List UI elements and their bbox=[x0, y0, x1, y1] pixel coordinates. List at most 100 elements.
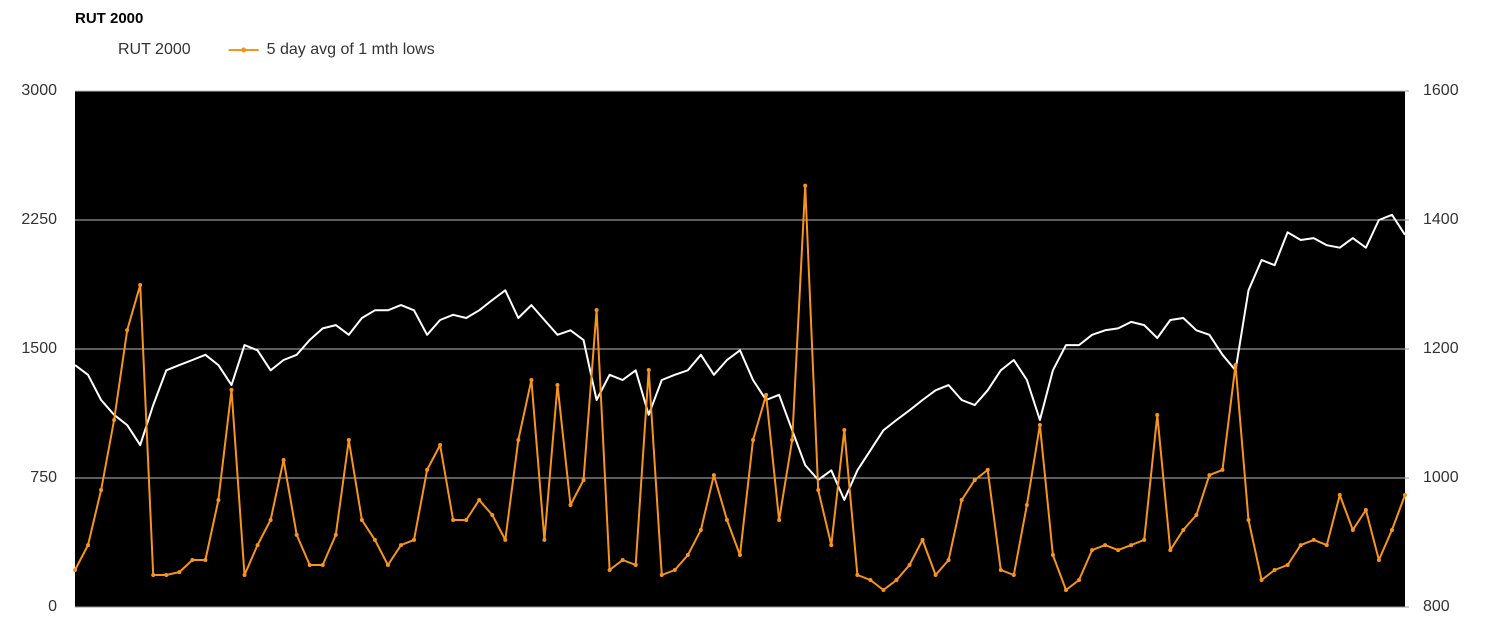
point bbox=[177, 570, 182, 575]
point bbox=[385, 563, 390, 568]
point bbox=[164, 573, 169, 578]
point bbox=[724, 517, 729, 522]
point bbox=[229, 387, 234, 392]
point bbox=[568, 503, 573, 508]
point bbox=[1298, 543, 1303, 548]
point bbox=[698, 527, 703, 532]
point bbox=[529, 377, 534, 382]
point bbox=[398, 543, 403, 548]
y-tick-label: 3000 bbox=[21, 82, 57, 99]
series-line bbox=[74, 213, 1406, 501]
point bbox=[946, 558, 951, 563]
point bbox=[1077, 577, 1082, 582]
point bbox=[738, 553, 742, 558]
point bbox=[1024, 503, 1029, 508]
point bbox=[1116, 548, 1121, 553]
point bbox=[1142, 537, 1147, 542]
point bbox=[1168, 548, 1173, 553]
point bbox=[1011, 573, 1016, 578]
y-tick-label: 0 bbox=[48, 598, 57, 615]
point bbox=[112, 418, 117, 423]
point bbox=[490, 512, 495, 517]
point bbox=[711, 473, 716, 478]
point bbox=[425, 467, 430, 472]
y-tick-label: 750 bbox=[30, 469, 57, 486]
point bbox=[1090, 548, 1095, 553]
point bbox=[1363, 507, 1368, 512]
chart-title: RUT 2000 bbox=[75, 10, 143, 27]
point bbox=[451, 517, 456, 522]
point bbox=[1155, 413, 1160, 418]
point bbox=[372, 537, 377, 542]
point bbox=[216, 498, 221, 503]
point bbox=[1207, 473, 1212, 478]
legend-marker bbox=[241, 47, 247, 53]
point bbox=[1246, 517, 1251, 522]
point bbox=[516, 437, 521, 442]
point bbox=[920, 537, 925, 542]
point bbox=[933, 573, 938, 578]
point bbox=[542, 537, 547, 542]
point bbox=[320, 563, 325, 568]
point bbox=[881, 587, 886, 592]
point bbox=[1063, 587, 1068, 592]
point bbox=[1272, 568, 1277, 573]
point bbox=[281, 457, 286, 462]
point bbox=[333, 532, 338, 537]
point bbox=[998, 568, 1003, 573]
point bbox=[268, 517, 273, 522]
point bbox=[972, 478, 977, 483]
point bbox=[1129, 543, 1134, 548]
point bbox=[829, 543, 834, 548]
point bbox=[607, 568, 612, 573]
point bbox=[203, 558, 208, 563]
point bbox=[255, 543, 260, 548]
point bbox=[1389, 527, 1394, 532]
point bbox=[190, 558, 195, 563]
point bbox=[346, 437, 351, 442]
point bbox=[620, 558, 625, 563]
point bbox=[1376, 558, 1381, 563]
y-tick-label: 1500 bbox=[21, 340, 57, 357]
point bbox=[1285, 563, 1290, 568]
point bbox=[1037, 423, 1042, 428]
point bbox=[659, 573, 664, 578]
point bbox=[1311, 537, 1316, 542]
point bbox=[412, 537, 417, 542]
point bbox=[1194, 512, 1199, 517]
point bbox=[464, 517, 469, 522]
point bbox=[307, 563, 312, 568]
point bbox=[1259, 577, 1264, 582]
point bbox=[581, 478, 586, 483]
point bbox=[242, 573, 247, 578]
y2-tick-label: 1000 bbox=[1423, 469, 1459, 486]
y2-tick-label: 1600 bbox=[1423, 82, 1459, 99]
point bbox=[359, 517, 364, 522]
point bbox=[1220, 467, 1225, 472]
point bbox=[751, 437, 756, 442]
point bbox=[138, 283, 143, 288]
point bbox=[73, 568, 77, 573]
legend-label: 5 day avg of 1 mth lows bbox=[267, 41, 435, 58]
point bbox=[477, 498, 482, 503]
point bbox=[1350, 527, 1355, 532]
point bbox=[594, 307, 599, 312]
point bbox=[777, 517, 782, 522]
point bbox=[685, 553, 690, 558]
legend-label: RUT 2000 bbox=[118, 41, 191, 58]
point bbox=[503, 537, 508, 542]
point bbox=[633, 563, 638, 568]
point bbox=[907, 563, 912, 568]
point bbox=[1337, 493, 1342, 498]
point bbox=[1403, 493, 1407, 498]
point bbox=[985, 467, 990, 472]
y2-tick-label: 1400 bbox=[1423, 211, 1459, 228]
point bbox=[1181, 527, 1186, 532]
point bbox=[868, 577, 873, 582]
point bbox=[1103, 543, 1108, 548]
point bbox=[790, 437, 795, 442]
y2-tick-label: 800 bbox=[1423, 598, 1450, 615]
point bbox=[86, 543, 91, 548]
point bbox=[151, 573, 156, 578]
